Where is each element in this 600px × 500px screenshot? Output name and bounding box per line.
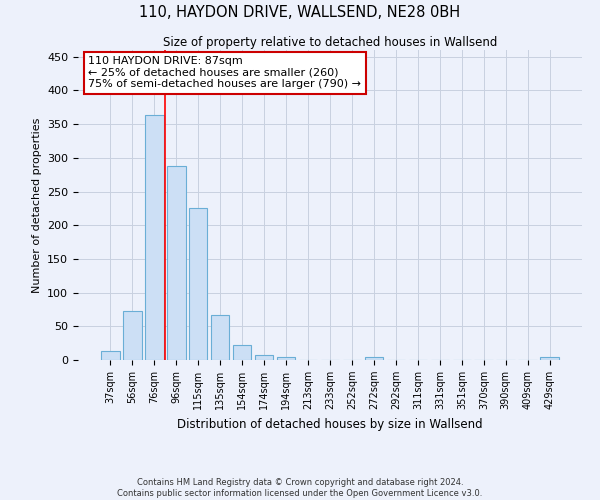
Bar: [255, 356, 274, 360]
Text: 110 HAYDON DRIVE: 87sqm
← 25% of detached houses are smaller (260)
75% of semi-d: 110 HAYDON DRIVE: 87sqm ← 25% of detache…: [88, 56, 361, 90]
Bar: [365, 358, 383, 360]
Bar: [101, 350, 119, 360]
Bar: [211, 315, 229, 360]
Bar: [167, 166, 185, 360]
Bar: [541, 356, 559, 360]
Y-axis label: Number of detached properties: Number of detached properties: [32, 118, 41, 292]
Title: Size of property relative to detached houses in Wallsend: Size of property relative to detached ho…: [163, 36, 497, 49]
X-axis label: Distribution of detached houses by size in Wallsend: Distribution of detached houses by size …: [177, 418, 483, 430]
Bar: [189, 208, 208, 360]
Text: Contains HM Land Registry data © Crown copyright and database right 2024.
Contai: Contains HM Land Registry data © Crown c…: [118, 478, 482, 498]
Bar: [145, 116, 164, 360]
Bar: [123, 312, 142, 360]
Text: 110, HAYDON DRIVE, WALLSEND, NE28 0BH: 110, HAYDON DRIVE, WALLSEND, NE28 0BH: [139, 5, 461, 20]
Bar: [277, 356, 295, 360]
Bar: [233, 345, 251, 360]
